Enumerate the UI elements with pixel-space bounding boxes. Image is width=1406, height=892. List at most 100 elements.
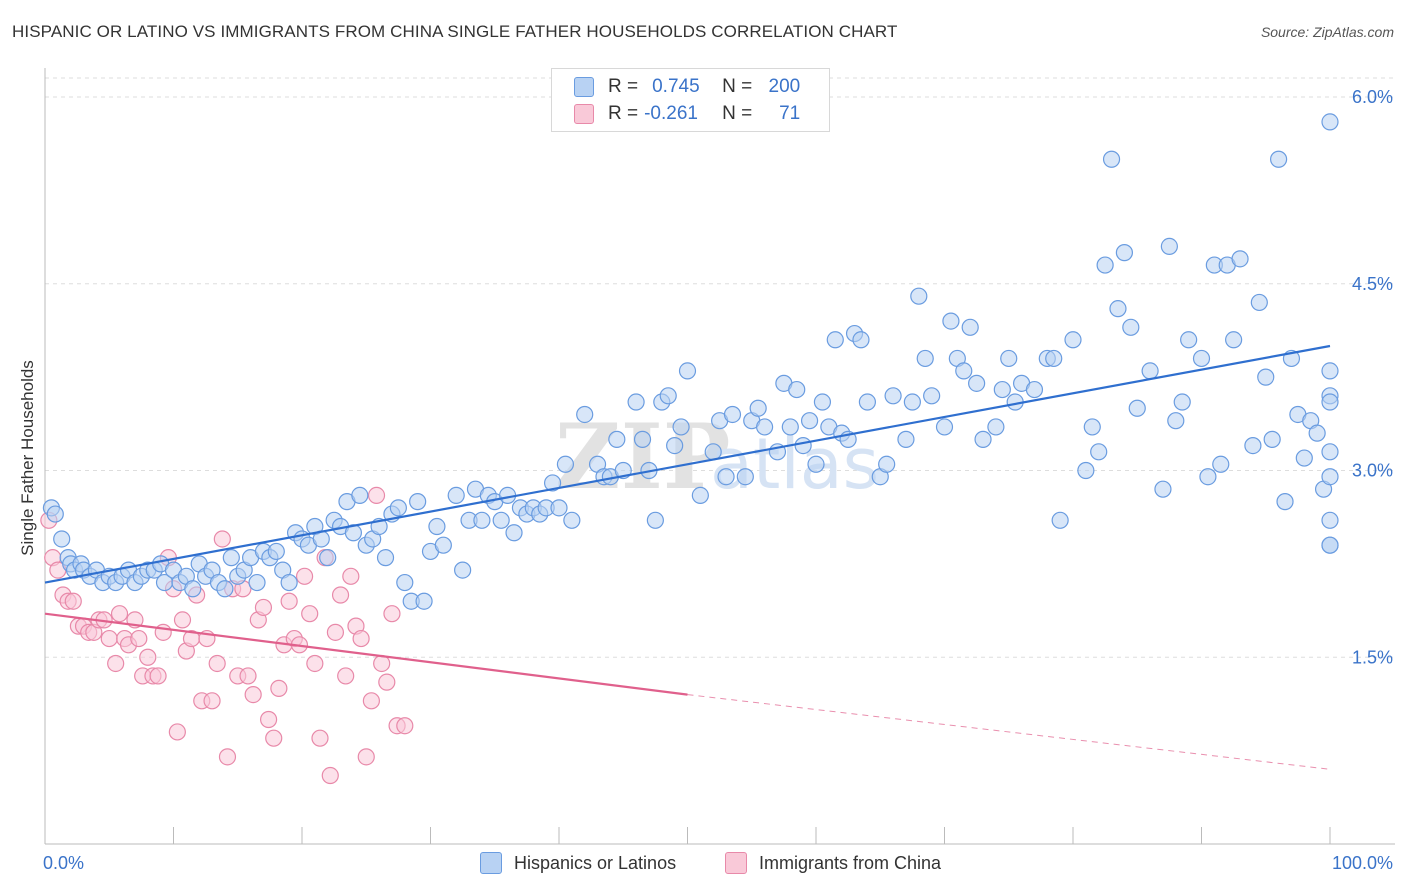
hispanic-point [1167, 412, 1185, 430]
china-point [130, 629, 148, 648]
hispanic-point [659, 387, 677, 405]
hispanic-point [505, 524, 523, 542]
hispanic-point [1141, 362, 1159, 380]
hispanic-point [955, 362, 973, 380]
blue-swatch [574, 77, 594, 97]
hispanic-point [1154, 480, 1172, 498]
hispanic-point [563, 511, 581, 529]
hispanic-point [434, 536, 452, 554]
hispanic-point [903, 393, 921, 411]
hispanic-point [749, 399, 767, 417]
china-point [270, 679, 288, 697]
hispanic-point [1321, 468, 1339, 486]
x-tick-label: 0.0% [43, 853, 84, 873]
china-point [239, 667, 257, 685]
hispanic-point [447, 486, 465, 504]
y-tick-label: 6.0% [1352, 87, 1393, 107]
trend-lines [44, 344, 1331, 770]
china-point [331, 586, 350, 604]
hispanic-point [935, 418, 954, 436]
hispanic-point [454, 561, 472, 579]
hispanic-point [678, 362, 697, 380]
hispanic-point [550, 499, 568, 517]
hispanic-point [794, 437, 812, 455]
hispanic-point [1128, 399, 1146, 417]
hispanic-point [961, 318, 979, 336]
tick-labels: 1.5% 3.0% 4.5% 6.0% 0.0% 100.0% [43, 87, 1393, 873]
hispanic-point [858, 393, 877, 411]
legend-r-value: 0.745 [652, 76, 700, 97]
hispanic-point [878, 455, 896, 473]
china-point [378, 673, 396, 691]
hispanic-point [409, 493, 427, 511]
china-point [213, 530, 231, 548]
hispanic-point [543, 474, 562, 492]
hispanic-point [627, 393, 645, 411]
pink-swatch [725, 852, 747, 874]
bottom-legend-label: Immigrants from China [759, 852, 942, 873]
china-point [321, 766, 339, 785]
hispanic-point [1025, 380, 1044, 399]
hispanic-point [1321, 443, 1339, 461]
hispanic-points [42, 113, 1339, 610]
hispanic-point [723, 405, 742, 424]
source-label: Source: ZipAtlas.com [1260, 24, 1394, 40]
hispanic-point [376, 549, 395, 567]
hispanic-point [781, 418, 799, 436]
hispanic-point [1276, 493, 1294, 511]
y-tick-label: 1.5% [1352, 647, 1393, 667]
legend-n-value: 200 [768, 76, 801, 97]
hispanic-point [267, 542, 285, 561]
china-point [295, 567, 314, 585]
hispanic-point [1000, 349, 1018, 368]
hispanic-point [884, 387, 902, 405]
y-tick-label: 3.0% [1352, 461, 1393, 481]
china-point [149, 667, 167, 685]
bottom-legend-china[interactable]: Immigrants from China [725, 852, 941, 874]
hispanic-point [1109, 300, 1127, 318]
legend-row-china: R = -0.261 N = 71 [574, 101, 800, 127]
hispanic-point [389, 499, 407, 517]
blue-swatch [480, 852, 502, 874]
china-point [173, 611, 192, 629]
hispanic-point [184, 580, 202, 598]
hispanic-point [672, 418, 690, 436]
hispanic-point [576, 405, 594, 424]
hispanic-point [1321, 362, 1339, 380]
hispanic-point [1321, 511, 1339, 529]
hispanic-point [1045, 349, 1063, 368]
hispanic-point [1231, 250, 1249, 268]
hispanic-point [852, 331, 870, 349]
chart-title: HISPANIC OR LATINO VS IMMIGRANTS FROM CH… [12, 22, 898, 41]
hispanic-point [916, 349, 934, 368]
x-tick-label: 100.0% [1332, 853, 1393, 873]
hispanic-point [556, 455, 575, 473]
hispanic-point [1321, 113, 1339, 131]
correlation-legend: R = 0.745 N = 200 R = -0.261 N = 71 [551, 68, 830, 132]
hispanic-point [1077, 461, 1095, 480]
hispanic-point [1263, 430, 1281, 448]
legend-n-label: N = [722, 103, 753, 124]
china-point [244, 685, 262, 704]
hispanic-point [974, 430, 992, 448]
axes [44, 68, 1395, 845]
china-point [396, 717, 414, 735]
hispanic-point [248, 573, 266, 592]
hispanic-point [1244, 437, 1262, 455]
china-trend-line [44, 612, 688, 696]
hispanic-point [1269, 150, 1288, 168]
hispanic-point [1173, 393, 1191, 411]
hispanic-point [216, 580, 234, 598]
legend-r-label: R = [608, 76, 639, 97]
hispanic-point [717, 468, 735, 486]
hispanic-point [923, 387, 941, 405]
bottom-legend-hispanic[interactable]: Hispanics or Latinos [480, 852, 676, 874]
hispanic-point [473, 511, 491, 529]
hispanic-point [1321, 393, 1339, 411]
china-point [352, 629, 370, 648]
hispanic-point [1115, 244, 1134, 262]
hispanic-point [280, 573, 298, 592]
hispanic-point [826, 331, 844, 349]
hispanic-point [800, 412, 819, 430]
hispanic-point [691, 486, 709, 504]
